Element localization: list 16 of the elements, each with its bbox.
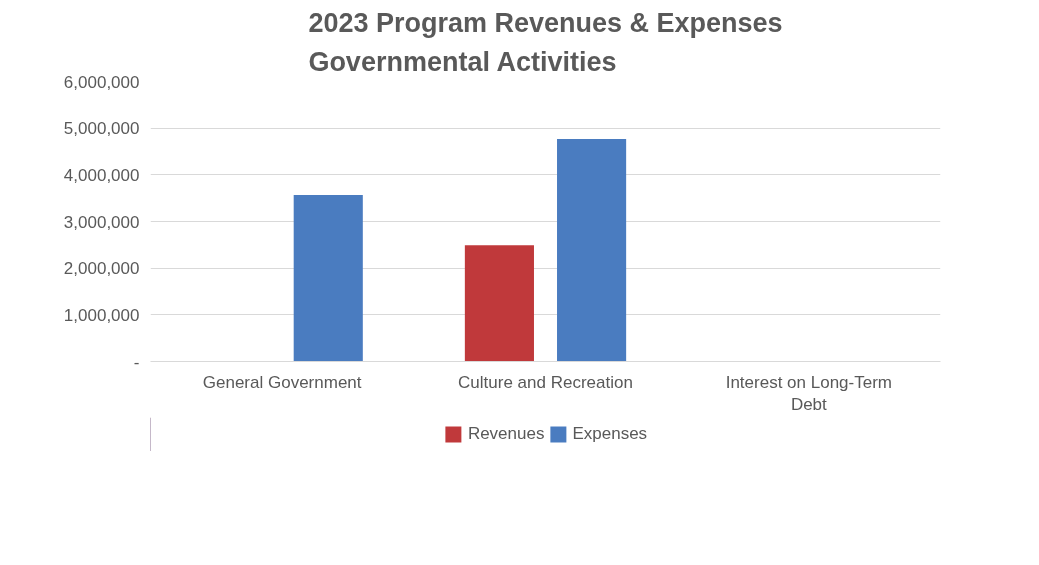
y-tick-label: 4,000,000 — [63, 165, 140, 185]
y-tick-label: 5,000,000 — [63, 119, 140, 139]
x-tick-label: Culture and Recreation — [458, 372, 633, 392]
bar — [293, 194, 363, 362]
x-tick-label: General Government — [202, 372, 362, 392]
bar — [557, 138, 627, 362]
y-tick-label: 2,000,000 — [63, 259, 140, 279]
chart-title: 2023 Program Revenues & Expenses Governmental Activities — [308, 7, 783, 77]
y-tick-label: 1,000,000 — [63, 305, 140, 325]
y-tick-label: - — [133, 352, 140, 372]
y-tick-label: 6,000,000 — [63, 72, 140, 92]
bar — [464, 245, 534, 362]
legend-label: Revenues — [467, 424, 545, 444]
x-tick-label: Interest on Long-Term Debt — [725, 372, 892, 415]
legend-label: Expenses — [572, 424, 648, 444]
y-tick-label: 3,000,000 — [63, 212, 140, 232]
